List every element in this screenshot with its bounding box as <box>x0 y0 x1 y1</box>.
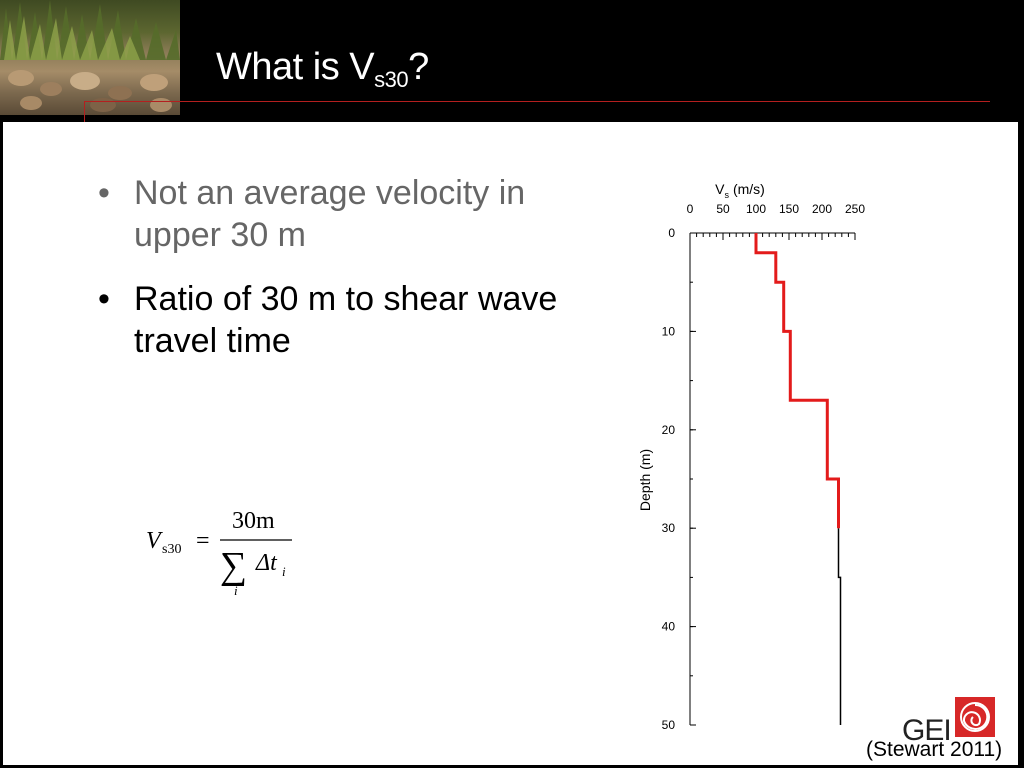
y-tick-label: 40 <box>662 620 676 634</box>
y-axis-label: Depth (m) <box>637 449 653 511</box>
bullet-marker: • <box>98 174 110 212</box>
title-underline-rule <box>85 101 990 102</box>
chart-series <box>754 233 842 725</box>
y-tick-label: 50 <box>662 718 676 732</box>
formula-equals: = <box>196 528 210 554</box>
header-photo <box>0 0 180 115</box>
x-tick-label: 0 <box>687 202 694 216</box>
title-subscript: s30 <box>374 67 409 92</box>
x-axis-label: Vs (m/s) <box>715 181 765 200</box>
vs-profile-lower-line <box>837 528 842 725</box>
formula-lhs-subscript: s30 <box>162 542 181 557</box>
spiral-icon <box>960 702 990 732</box>
citation: (Stewart 2011) <box>866 738 1003 761</box>
bullet-text: Ratio of 30 m to shear wave travel time <box>134 280 558 360</box>
y-tick-label: 20 <box>662 423 676 437</box>
grass-image <box>0 0 180 60</box>
y-tick-label: 30 <box>662 521 676 535</box>
formula-numerator: 30m <box>232 508 275 534</box>
x-tick-label: 150 <box>779 202 799 216</box>
slide-body <box>3 122 1018 765</box>
x-tick-label: 50 <box>716 202 730 216</box>
y-tick-label: 10 <box>662 324 676 338</box>
gei-logo-text: GEI <box>902 714 952 747</box>
y-tick-label: 0 <box>668 226 675 240</box>
formula-sum-sign: ∑ <box>220 545 247 587</box>
slide-header: What is Vs30? <box>0 0 1024 159</box>
gei-logo-icon <box>955 697 995 737</box>
formula-delta-t: Δt <box>255 550 278 576</box>
formula-lhs-symbol: V <box>146 528 163 554</box>
vs30-formula: V s30 = 30m ∑ i Δt i <box>146 508 292 598</box>
chart-axes: 0 50 100 150 200 250 0 10 20 30 40 50 <box>662 202 866 732</box>
formula-sum-index: i <box>234 583 238 598</box>
bullet-text: Not an average velocity in upper 30 m <box>134 174 526 254</box>
vs-profile-chart: Vs (m/s) Depth (m) 0 50 100 150 200 250 0 10 20 30… <box>637 181 866 732</box>
x-tick-label: 200 <box>812 202 832 216</box>
vs-profile-upper30m-line <box>754 233 840 529</box>
x-tick-label: 250 <box>845 202 865 216</box>
bullet-marker: • <box>98 280 110 318</box>
x-tick-label: 100 <box>746 202 766 216</box>
slide-title: What is Vs30? <box>216 46 429 92</box>
formula-delta-subscript: i <box>282 564 286 579</box>
